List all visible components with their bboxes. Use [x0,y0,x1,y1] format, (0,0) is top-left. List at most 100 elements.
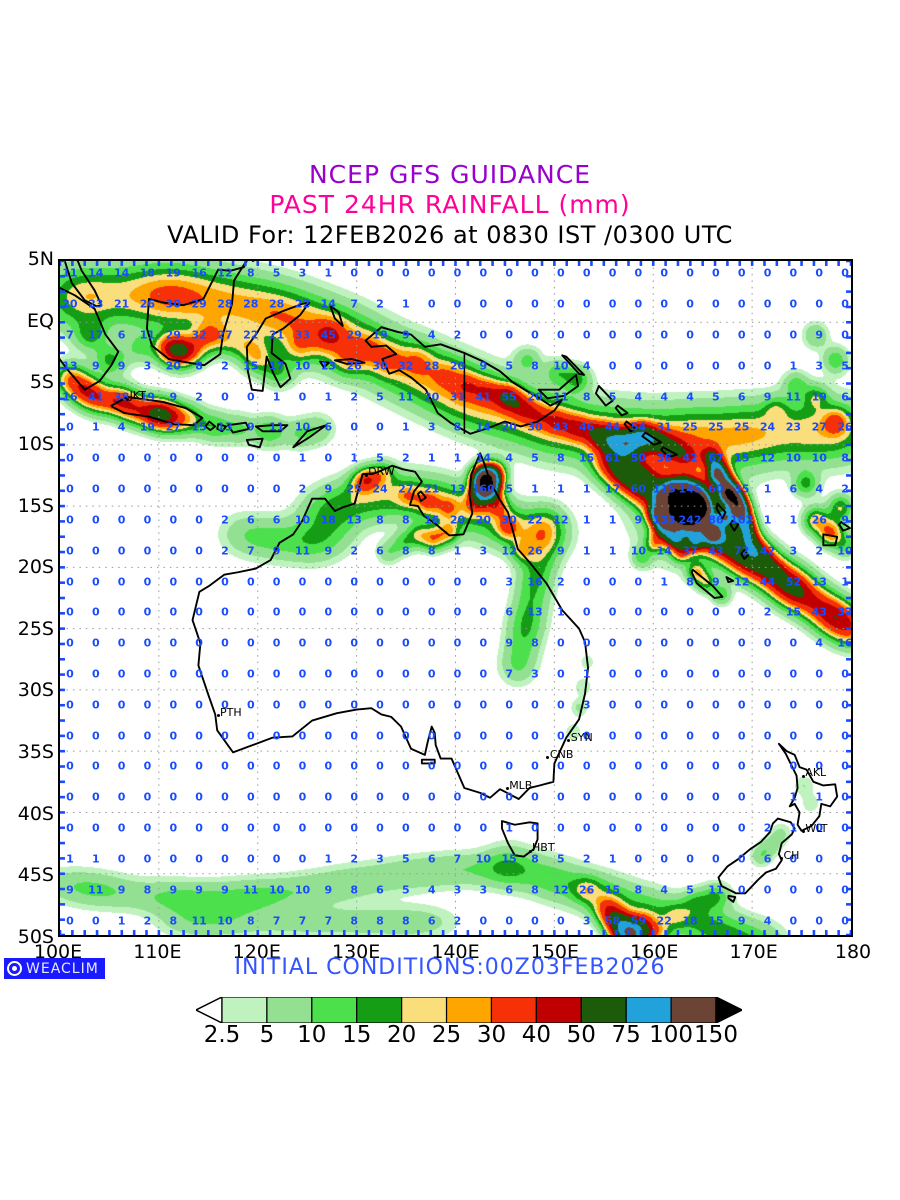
grid-value: 0 [557,266,565,280]
grid-value: 6 [737,390,746,404]
grid-value: 0 [272,698,281,712]
grid-value: 2 [350,390,358,404]
grid-value: 0 [660,790,669,804]
grid-value: 1 [272,390,281,404]
grid-value: 0 [66,544,74,558]
grid-value: 10 [475,852,491,866]
grid-value: 0 [660,852,669,866]
grid-point-values: 11 14 14 18 19 16 12 8 5 3 1 0 0 0 0 0 0 0 0 0 0 0 0 0 0 0 0 0 0 0 0 20… [60,261,851,935]
y-axis-tick-25S: 25S [17,617,54,640]
grid-value: 9 [505,636,513,650]
map-overlay-coastlines-grid-values: 11 14 14 18 19 16 12 8 5 3 1 0 0 0 0 0 0 0 0 0 0 0 0 0 0 0 0 0 0 0 0 20… [60,261,851,935]
grid-value: 0 [712,328,720,342]
grid-value: 8 [531,636,539,650]
grid-value: 0 [66,698,74,712]
grid-value: 15 [243,359,259,373]
grid-value: 9 [117,359,126,373]
grid-value: 2 [763,821,772,835]
weaclim-badge[interactable]: WEACLIM [4,958,105,979]
grid-value: 30 [501,513,517,527]
grid-value: 0 [660,636,669,650]
grid-value: 9 [169,390,178,404]
grid-value: 61 [604,451,621,465]
grid-value: 0 [841,266,849,280]
grid-value: 0 [608,667,617,681]
grid-value: 0 [350,729,358,743]
grid-value: 4 [660,883,669,897]
grid-value: 13 [62,359,78,373]
grid-value: 0 [427,790,436,804]
grid-value: 25 [708,420,724,434]
grid-value: 0 [582,790,591,804]
grid-value: 20 [449,359,466,373]
rainfall-map-plot[interactable]: 11 14 14 18 19 16 12 8 5 3 1 0 0 0 0 0 0 0 0 0 0 0 0 0 0 0 0 0 0 0 0 20… [58,259,853,937]
grid-value: 29 [165,328,181,342]
grid-value: 0 [634,328,643,342]
city-label-drw: DRW [368,465,395,479]
grid-value: 9 [634,513,643,527]
grid-value: 7 [246,544,255,558]
grid-value: 14 [88,266,104,280]
grid-value: 0 [660,605,669,619]
grid-value: 10 [217,914,233,927]
grid-value: 0 [531,914,539,927]
grid-value: 0 [737,821,746,835]
grid-value: 9 [66,883,74,897]
grid-value: 10 [294,513,311,527]
grid-value: 1 [789,790,798,804]
grid-value: 0 [169,821,178,835]
grid-value: 0 [324,729,333,743]
grid-value: 8 [427,544,436,558]
grid-value: 0 [91,759,100,773]
grid-value: 0 [815,667,824,681]
grid-value: 5 [557,852,565,866]
colorbar[interactable] [196,997,742,1023]
grid-value: 9 [324,883,333,897]
grid-value: 0 [66,605,74,619]
grid-value: 8 [531,359,539,373]
grid-value: 0 [815,729,824,743]
grid-value: 0 [453,266,462,280]
grid-value: 0 [686,729,694,743]
y-axis-tick-50S: 50S [17,926,54,948]
grid-value: 0 [712,297,720,311]
grid-value: 0 [427,575,436,588]
grid-value: 160 [471,482,495,496]
colorbar-label-30: 30 [476,1022,507,1048]
grid-value: 0 [324,636,333,650]
grid-value: 0 [427,729,436,743]
grid-value: 9 [91,359,100,373]
grid-value: 0 [634,759,643,773]
grid-value: 0 [350,266,358,280]
grid-value: 58 [604,914,621,927]
grid-value: 0 [531,297,539,311]
grid-value: 1 [763,482,772,496]
grid-value: 0 [505,729,513,743]
grid-value: 19 [165,266,181,280]
grid-value: 45 [320,328,336,342]
grid-value: 0 [686,636,694,650]
grid-value: 0 [117,544,126,558]
grid-value: 0 [789,883,798,897]
grid-value: 0 [143,544,152,558]
grid-value: 0 [660,698,669,712]
grid-value: 0 [246,759,255,773]
colorbar-label-75: 75 [611,1022,641,1048]
grid-value: 0 [246,636,255,650]
grid-value: 0 [221,482,229,496]
grid-value: 0 [582,266,591,280]
grid-value: 0 [479,729,488,743]
grid-value: 0 [634,698,643,712]
grid-value: 20 [424,390,440,404]
grid-value: 46 [579,420,595,434]
grid-value: 10 [294,359,311,373]
grid-value: 5 [401,883,410,897]
grid-value: 9 [737,914,746,927]
grid-value: 31 [656,420,672,434]
grid-value: 0 [582,729,591,743]
grid-value: 17 [268,359,285,373]
grid-value: 1 [660,575,669,588]
grid-value: 0 [298,575,307,588]
grid-value: 28 [217,297,233,311]
grid-value: 5 [376,390,384,404]
